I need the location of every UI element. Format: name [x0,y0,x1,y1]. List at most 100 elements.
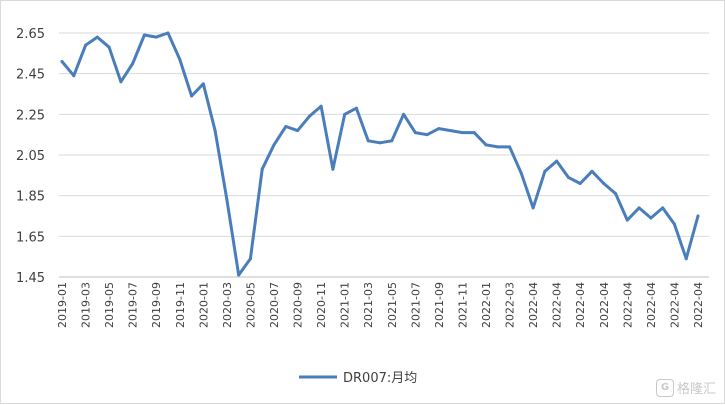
data-point [260,167,264,171]
legend-label: DR007:月均 [343,371,417,386]
data-point [237,273,241,277]
x-tick-label: 2021-03 [362,282,375,328]
data-point [154,35,158,39]
x-tick-label: 2022-04 [621,282,634,328]
data-point [84,43,88,47]
data-point [166,31,170,35]
x-tick-label: 2021-09 [433,282,446,328]
x-tick-label: 2019-05 [103,282,116,328]
x-tick-label: 2019-07 [127,282,140,328]
data-point [472,131,476,135]
series-line-dr007 [60,31,700,277]
x-tick-label: 2020-01 [197,282,210,328]
data-point [508,145,512,149]
x-tick-label: 2022-04 [598,282,611,328]
y-tick-label: 1.85 [16,190,45,205]
x-tick-label: 2020-05 [244,282,257,328]
data-point [284,125,288,129]
data-point [95,35,99,39]
x-tick-label: 2020-03 [221,282,234,328]
x-tick-label: 2020-07 [268,282,281,328]
y-tick-label: 2.05 [16,149,45,164]
data-point [590,169,594,173]
data-point [425,133,429,137]
data-point [614,192,618,196]
y-tick-label: 1.45 [16,271,45,286]
data-point [319,104,323,108]
data-point [225,198,229,202]
data-point [566,175,570,179]
data-point [578,181,582,185]
data-point [72,74,76,78]
data-point [272,143,276,147]
data-point [555,159,559,163]
data-point [107,45,111,49]
watermark: G 格隆汇 [655,378,716,397]
data-point [248,257,252,261]
data-point [331,167,335,171]
x-tick-label: 2021-05 [386,282,399,328]
gridlines [59,32,709,237]
x-tick-label: 2022-03 [504,282,517,328]
data-point [437,127,441,131]
data-point [661,206,665,210]
data-point [142,33,146,37]
y-tick-label: 2.25 [16,108,45,123]
data-point [201,82,205,86]
x-tick-label: 2022-01 [480,282,493,328]
data-point [649,216,653,220]
data-point [366,139,370,143]
x-tick-label: 2022-04 [574,282,587,328]
data-point [449,129,453,133]
y-axis-ticks: 1.45 1.65 1.85 2.05 2.25 2.45 2.65 [16,27,45,286]
data-point [519,171,523,175]
x-tick-label: 2021-11 [456,282,469,328]
data-point [296,129,300,133]
x-tick-label: 2019-09 [150,282,163,328]
x-tick-label: 2022-04 [692,282,705,328]
data-point [402,112,406,116]
data-point [684,257,688,261]
data-point [131,62,135,65]
x-tick-label: 2022-04 [668,282,681,328]
x-tick-label: 2019-03 [80,282,93,328]
data-point [213,129,217,133]
x-tick-label: 2021-07 [409,282,422,328]
x-tick-label: 2020-09 [292,282,305,328]
data-point [696,214,700,218]
data-point [602,181,606,185]
watermark-logo-icon: G [655,378,674,397]
data-point [60,59,64,63]
data-point [378,141,382,145]
data-point [496,145,500,149]
data-point [672,222,676,226]
data-point [413,131,417,135]
y-tick-label: 2.45 [16,68,45,83]
data-point [178,57,182,61]
data-point [190,94,194,98]
data-point [460,131,464,135]
data-point [484,143,488,147]
data-point [307,114,311,118]
y-tick-label: 2.65 [16,27,45,42]
x-tick-label: 2022-04 [645,282,658,328]
watermark-text: 格隆汇 [676,382,716,397]
x-tick-label: 2022-04 [527,282,540,328]
x-tick-label: 2021-01 [339,282,352,328]
x-tick-label: 2020-11 [315,282,328,328]
data-point [343,112,347,116]
x-tick-label: 2019-11 [174,282,187,328]
data-point [354,106,358,110]
x-tick-label: 2019-01 [56,282,69,328]
x-tick-label: 2022-04 [551,282,564,328]
y-tick-label: 1.65 [16,230,45,245]
legend: DR007:月均 [299,371,417,386]
series-layer [60,31,700,277]
x-axis-ticks: 2019-01 2019-03 2019-05 2019-07 2019-09 2019-… [56,282,705,328]
data-point [625,218,629,222]
data-point [637,206,641,210]
data-point [119,80,123,84]
data-point [531,206,535,210]
